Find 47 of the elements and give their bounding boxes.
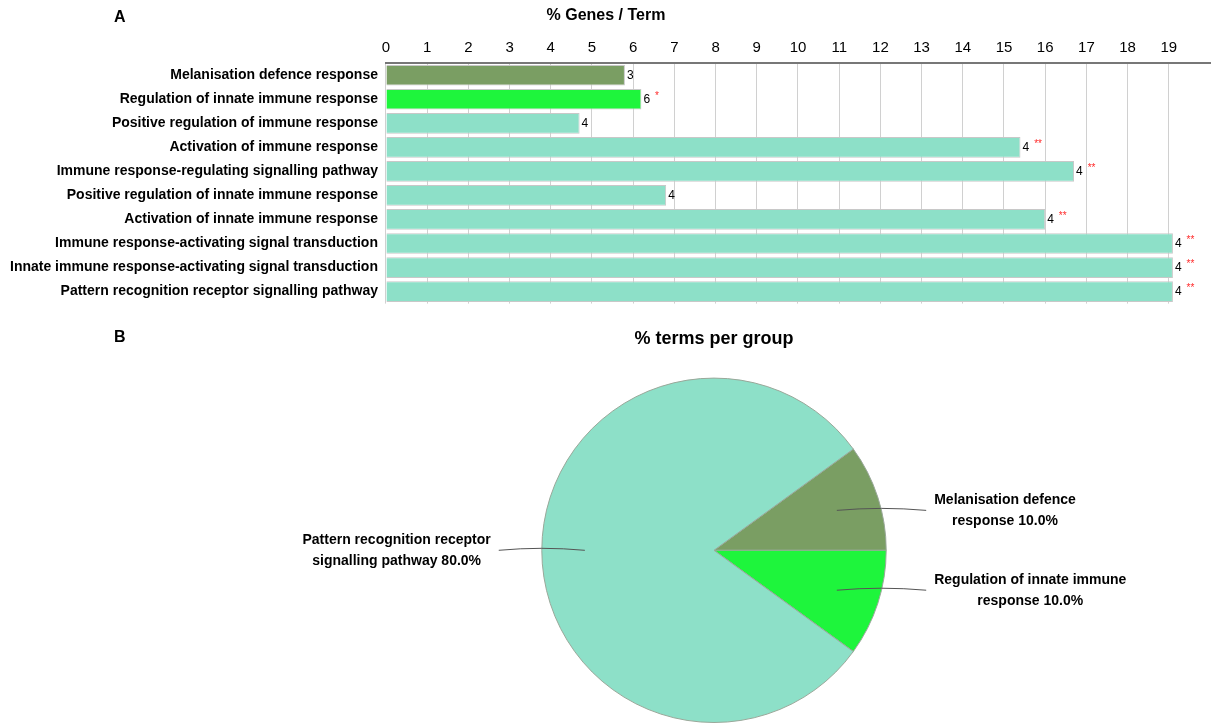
slice-label: Melanisation defence response 10.0%: [934, 490, 1077, 528]
x-tick-label: 9: [752, 38, 761, 56]
slice-label: Pattern recognition receptor signalling pathway 80.0%: [302, 530, 492, 568]
x-tick-label: 5: [587, 38, 597, 56]
y-tick-label: Melanisation defence response: [170, 66, 379, 83]
annotation: 4 **: [1174, 282, 1195, 298]
y-tick-label: Activation of innate immune response: [124, 210, 379, 227]
annotation: 4: [668, 187, 676, 202]
x-tick-label: 16: [1036, 38, 1054, 56]
annotation: 4 **: [1047, 210, 1067, 226]
x-tick-label: 6: [629, 38, 638, 56]
x-tick-label: 2: [464, 38, 473, 56]
x-tick-label: 12: [872, 38, 889, 56]
x-tick-label: 15: [995, 38, 1013, 56]
annotation: 4: [581, 115, 589, 130]
x-tick-label: 11: [831, 38, 847, 56]
chart-title: % Genes / Term: [546, 6, 666, 24]
y-tick-label: Immune response-activating signal transduction: [55, 234, 378, 251]
y-tick-label: Positive regulation of innate immune response: [66, 186, 379, 203]
x-tick-label: 1: [422, 38, 432, 56]
x-tick-label: 0: [381, 38, 391, 56]
x-tick-label: 18: [1119, 38, 1136, 56]
x-tick-label: 4: [546, 38, 555, 56]
text: B: [114, 328, 126, 346]
annotation: 4 **: [1022, 138, 1043, 154]
annotation: 3: [626, 67, 634, 82]
x-tick-label: 19: [1160, 38, 1178, 56]
x-tick-label: 10: [789, 38, 807, 56]
x-tick-label: 17: [1078, 38, 1095, 56]
y-tick-label: Activation of immune response: [169, 138, 379, 155]
slice-label: Regulation of innate immune response 10.0%: [934, 570, 1127, 608]
annotation: 4 **: [1076, 162, 1096, 178]
y-tick-label: Positive regulation of immune response: [111, 114, 379, 131]
y-tick-label: Pattern recognition receptor signalling pathway: [60, 282, 379, 299]
annotation: 4 **: [1174, 258, 1195, 274]
x-tick-label: 8: [711, 38, 720, 56]
x-tick-label: 13: [913, 38, 930, 56]
x-tick-label: 7: [670, 38, 679, 56]
x-tick-label: 3: [505, 38, 514, 56]
y-tick-label: Innate immune response-activating signal transduction: [9, 258, 378, 275]
text: A: [114, 8, 126, 26]
x-tick-label: 14: [954, 38, 972, 56]
annotation: 6 *: [643, 90, 660, 106]
y-tick-label: Immune response-regulating signalling pathway: [56, 162, 379, 179]
chart-title: % terms per group: [634, 327, 794, 348]
annotation: 4 **: [1174, 234, 1195, 250]
y-tick-label: Regulation of innate immune response: [119, 90, 379, 107]
